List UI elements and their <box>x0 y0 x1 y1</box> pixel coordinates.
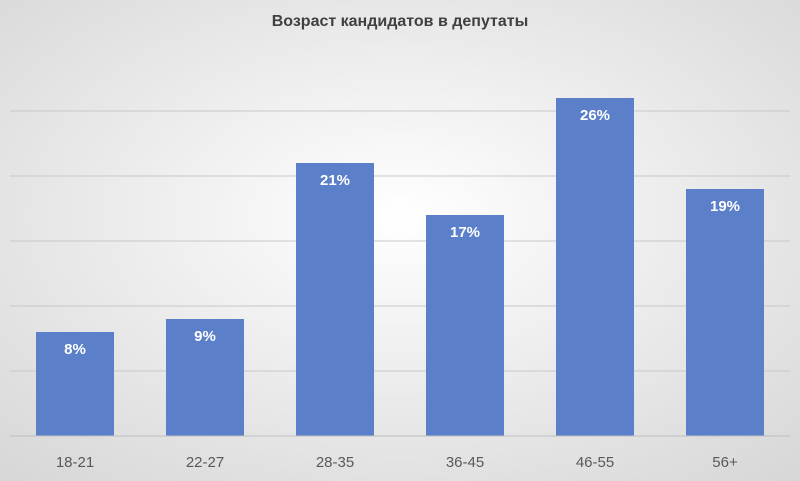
bar <box>426 215 504 436</box>
x-tick-label: 36-45 <box>446 454 484 471</box>
bar <box>166 319 244 436</box>
chart-title: Возраст кандидатов в депутаты <box>272 13 529 30</box>
bar <box>556 98 634 436</box>
bar <box>36 332 114 436</box>
data-label: 19% <box>710 198 740 215</box>
data-label: 21% <box>320 172 350 189</box>
x-tick-label: 22-27 <box>186 454 224 471</box>
x-tick-label: 18-21 <box>56 454 94 471</box>
x-tick-label: 56+ <box>712 454 738 471</box>
bar <box>686 189 764 436</box>
data-label: 26% <box>580 107 610 124</box>
bar <box>296 163 374 436</box>
data-label: 8% <box>64 341 86 358</box>
data-label: 9% <box>194 328 216 345</box>
x-tick-label: 46-55 <box>576 454 614 471</box>
x-tick-label: 28-35 <box>316 454 354 471</box>
data-label: 17% <box>450 224 480 241</box>
